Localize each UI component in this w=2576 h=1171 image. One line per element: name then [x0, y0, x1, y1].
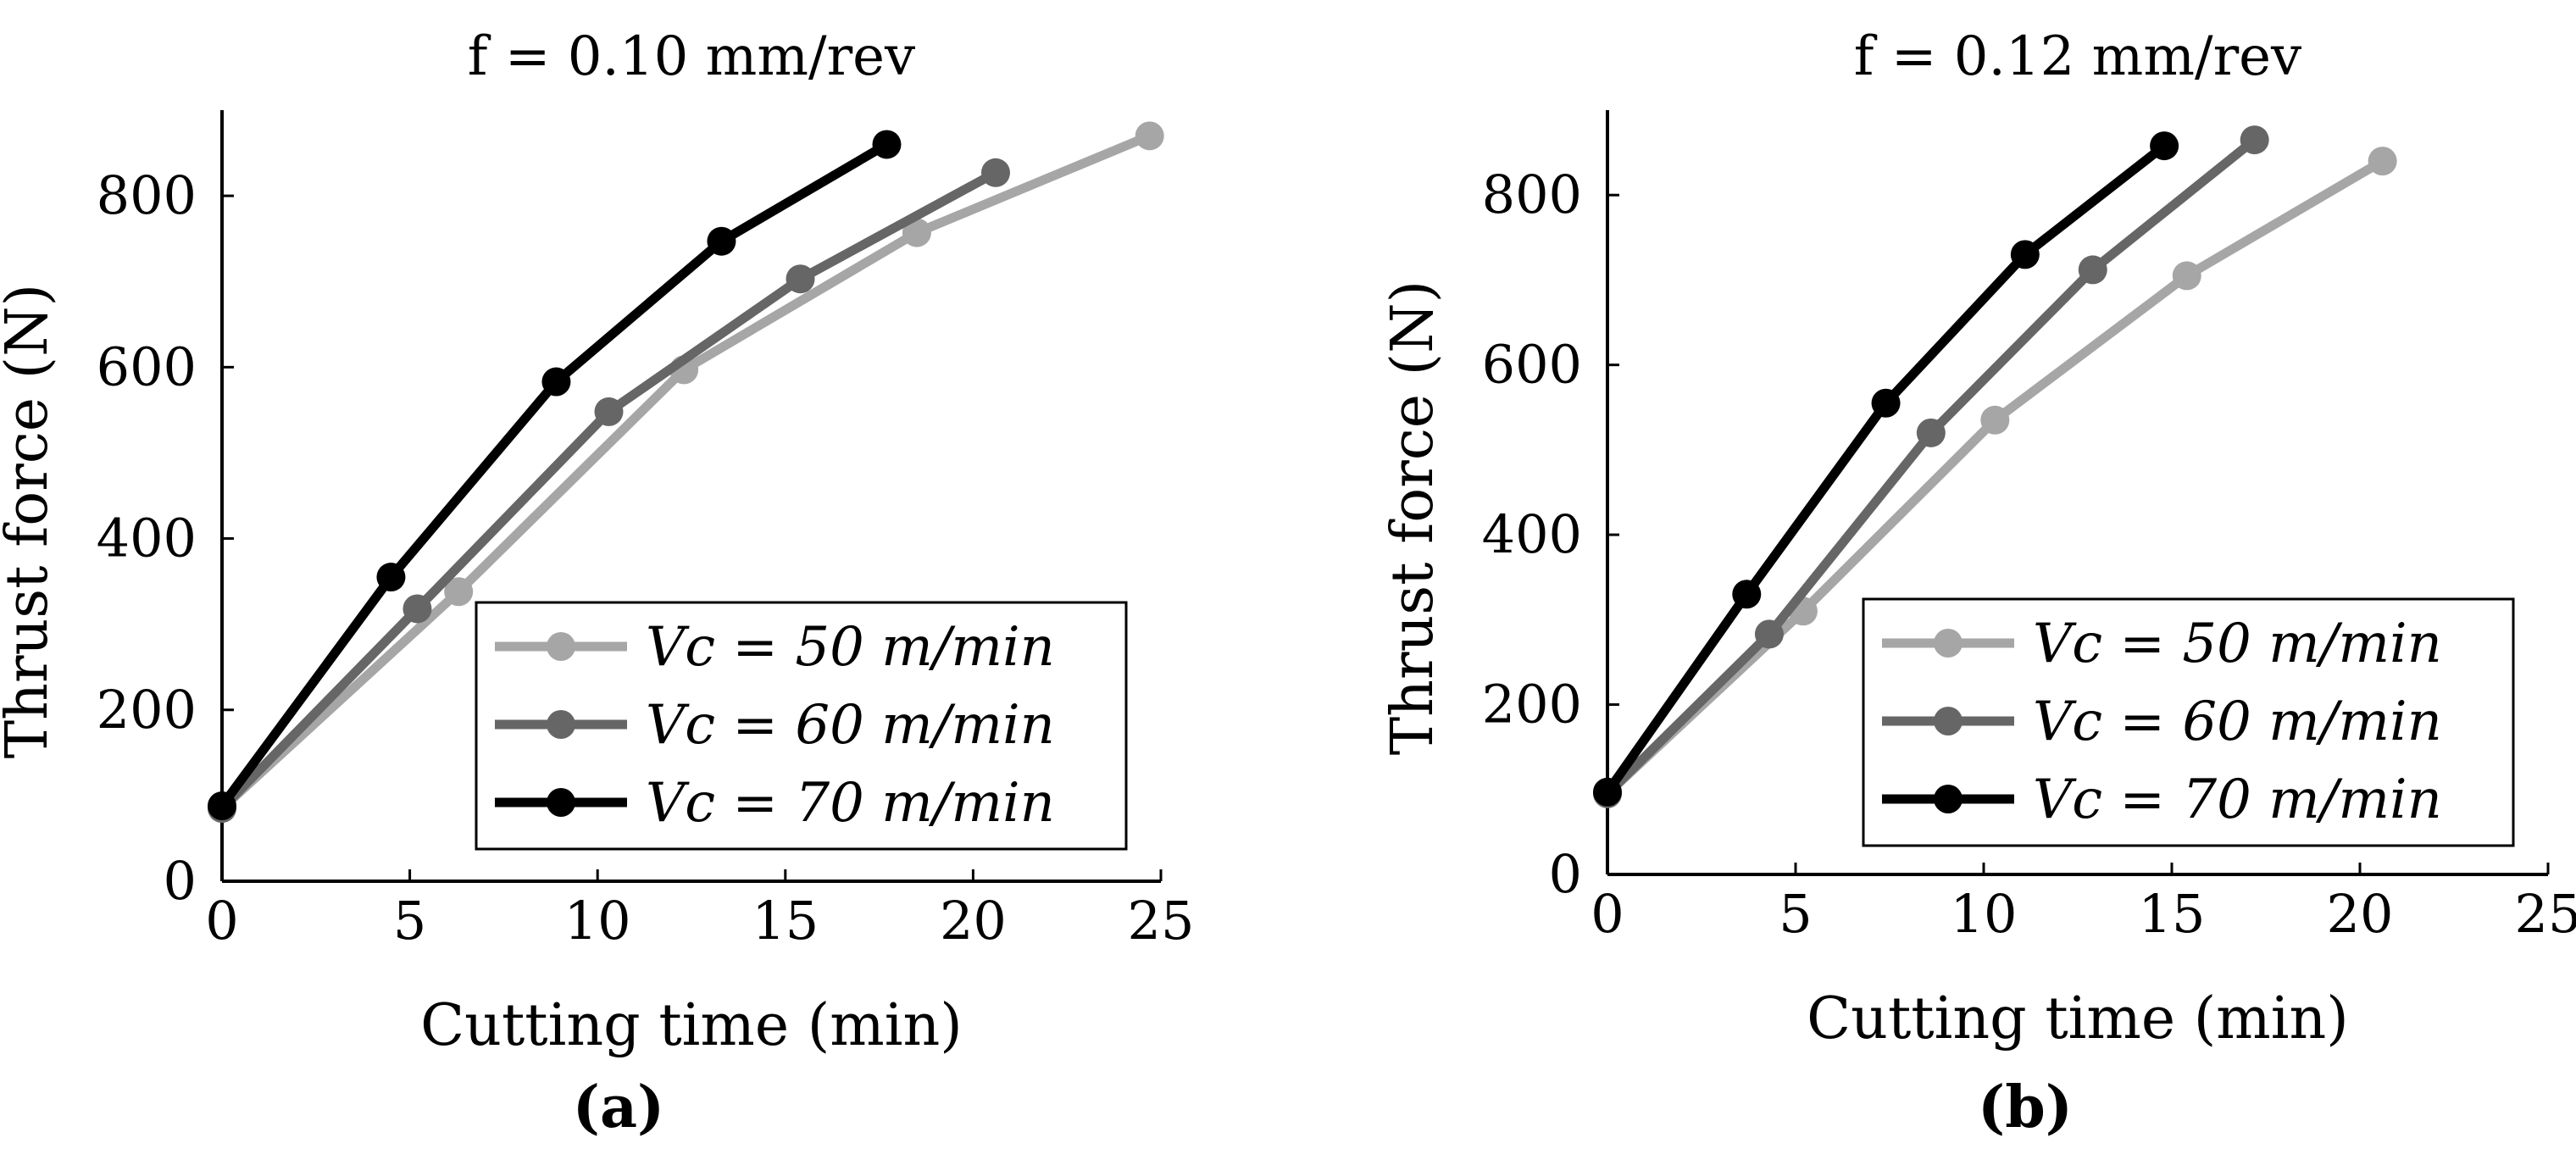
- data-point: [980, 158, 1010, 187]
- chart-panel-b: f = 0.12 mm/rev 0 5 10 15 20 25 0 200 400 600 800 Cu…: [1380, 25, 2576, 1141]
- y-tick-label: 0: [1549, 843, 1582, 905]
- data-point: [2078, 255, 2107, 285]
- x-tick-label: 5: [393, 890, 426, 952]
- data-point: [208, 791, 236, 821]
- x-tick-label: 25: [2515, 883, 2576, 945]
- legend: Vc = 50 m/min Vc = 60 m/min Vc = 70 m/min: [1862, 597, 2515, 847]
- x-tick-label: 0: [205, 890, 238, 952]
- data-point: [1754, 619, 1784, 649]
- series-vc-70-m-min: [208, 130, 902, 821]
- y-axis-label: Thrust force (N): [1380, 280, 1446, 755]
- data-point: [1980, 405, 2010, 435]
- panel-label: (b): [1978, 1074, 2073, 1141]
- y-tick-label: 800: [97, 164, 197, 226]
- series-vc-50-m-min: [208, 121, 1164, 824]
- y-tick-label: 200: [97, 679, 197, 741]
- data-point: [902, 218, 931, 247]
- data-point: [444, 577, 474, 607]
- data-point: [594, 397, 624, 426]
- legend-swatch-marker: [547, 788, 575, 817]
- y-tick-label: 600: [97, 336, 197, 397]
- chart-title: f = 0.12 mm/rev: [1854, 25, 2301, 88]
- y-tick-label: 0: [164, 850, 197, 912]
- panel-label: (a): [573, 1074, 664, 1141]
- x-tick-label: 20: [2327, 883, 2394, 945]
- x-tick-label: 25: [1128, 890, 1195, 952]
- y-tick-label: 600: [1482, 334, 1582, 396]
- legend-swatch-marker: [547, 710, 575, 739]
- data-point: [1135, 121, 1164, 151]
- y-axis-label: Thrust force (N): [0, 284, 61, 758]
- series-vc-70-m-min: [1593, 131, 2179, 807]
- chart-title: f = 0.10 mm/rev: [468, 25, 915, 88]
- x-tick-label: 15: [2139, 883, 2206, 945]
- legend-swatch-marker: [1934, 707, 1963, 735]
- data-point: [541, 367, 571, 397]
- data-point: [1871, 388, 1901, 418]
- data-point: [1732, 580, 1762, 609]
- legend: Vc = 50 m/min Vc = 60 m/min Vc = 70 m/min: [475, 601, 1128, 851]
- data-point: [402, 594, 432, 624]
- data-point: [1916, 418, 1946, 447]
- y-tick-label: 400: [97, 508, 197, 569]
- y-tick-label: 400: [1482, 503, 1582, 565]
- x-tick-label: 0: [1591, 883, 1624, 945]
- x-tick-label: 5: [1779, 883, 1812, 945]
- data-point: [2240, 125, 2269, 155]
- x-tick-label: 20: [940, 890, 1007, 952]
- legend-swatch-marker: [547, 632, 575, 661]
- legend-entry-label: Vc = 60 m/min: [646, 694, 1055, 757]
- data-point: [786, 264, 815, 294]
- x-tick-label: 15: [752, 890, 819, 952]
- x-tick-label: 10: [1951, 883, 2018, 945]
- data-point: [872, 130, 902, 159]
- legend-swatch-marker: [1934, 629, 1963, 658]
- y-tick-label: 800: [1482, 164, 1582, 225]
- data-point: [2172, 261, 2201, 291]
- legend-entry-label: Vc = 60 m/min: [2033, 691, 2442, 753]
- legend-entry-label: Vc = 50 m/min: [646, 616, 1055, 679]
- x-tick-label: 10: [564, 890, 631, 952]
- data-point: [376, 563, 406, 592]
- x-axis-label: Cutting time (min): [420, 992, 963, 1059]
- data-point: [2150, 131, 2179, 161]
- x-axis-label: Cutting time (min): [1807, 985, 2349, 1052]
- data-point: [1593, 777, 1622, 807]
- chart-panel-a: f = 0.10 mm/rev 0 5 10 15 20 25 0 200 400 600 800 Cu…: [0, 25, 1194, 1141]
- legend-entry-label: Vc = 70 m/min: [646, 772, 1055, 835]
- y-tick-label: 200: [1482, 674, 1582, 735]
- data-point: [2368, 147, 2397, 176]
- data-point: [707, 226, 736, 256]
- data-point: [2010, 240, 2040, 269]
- legend-entry-label: Vc = 50 m/min: [2033, 613, 2442, 675]
- legend-swatch-marker: [1934, 785, 1963, 813]
- legend-entry-label: Vc = 70 m/min: [2033, 769, 2442, 831]
